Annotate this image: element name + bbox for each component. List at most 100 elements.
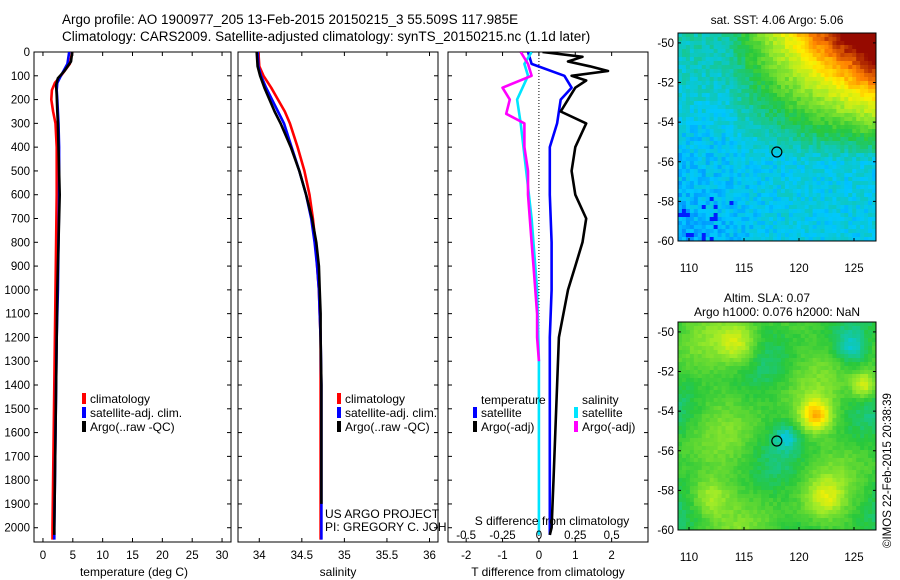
heatmap-cell bbox=[868, 177, 873, 182]
heatmap-cell bbox=[864, 101, 869, 106]
heatmap-cell bbox=[705, 462, 711, 467]
heatmap-cell bbox=[701, 69, 707, 74]
heatmap-cell bbox=[777, 77, 782, 82]
heatmap-cell bbox=[828, 177, 834, 182]
heatmap-cell bbox=[773, 157, 778, 162]
heatmap-cell bbox=[832, 77, 837, 82]
heatmap-cell bbox=[777, 141, 782, 146]
heatmap-cell bbox=[681, 374, 687, 379]
heatmap-cell bbox=[713, 454, 719, 459]
heatmap-cell bbox=[681, 474, 687, 479]
heatmap-cell bbox=[848, 101, 853, 106]
heatmap-cell bbox=[773, 326, 778, 331]
heatmap-cell bbox=[816, 161, 822, 166]
heatmap-cell bbox=[848, 478, 853, 483]
heatmap-cell bbox=[836, 85, 841, 90]
heatmap-cell bbox=[693, 402, 699, 407]
heatmap-cell bbox=[697, 446, 703, 451]
heatmap-cell bbox=[844, 330, 849, 335]
heatmap-cell bbox=[697, 398, 703, 403]
heatmap-cell bbox=[808, 374, 814, 379]
heatmap-cell bbox=[828, 109, 834, 114]
heatmap-cell bbox=[808, 209, 814, 214]
heatmap-cell bbox=[840, 410, 845, 415]
heatmap-cell bbox=[836, 149, 841, 154]
heatmap-cell bbox=[808, 181, 814, 186]
heatmap-cell bbox=[840, 113, 845, 118]
heatmap-cell bbox=[689, 478, 695, 483]
heatmap-cell bbox=[705, 390, 711, 395]
heatmap-cell bbox=[816, 414, 822, 419]
heatmap-cell bbox=[765, 77, 770, 82]
heatmap-cell bbox=[844, 338, 849, 343]
heatmap-cell bbox=[745, 418, 750, 423]
heatmap-cell bbox=[705, 374, 711, 379]
heatmap-cell bbox=[685, 53, 691, 58]
heatmap-cell bbox=[788, 334, 794, 339]
heatmap-cell bbox=[860, 205, 865, 210]
heatmap-cell bbox=[745, 109, 750, 114]
heatmap-cell bbox=[705, 458, 711, 463]
heatmap-cell bbox=[745, 334, 750, 339]
temperature-x-axis: 0 5 10 15 20 25 30 bbox=[40, 52, 229, 562]
heatmap-cell bbox=[753, 161, 758, 166]
heatmap-cell bbox=[856, 101, 861, 106]
heatmap-cell bbox=[824, 141, 830, 146]
heatmap-cell bbox=[761, 45, 766, 50]
heatmap-cell bbox=[681, 69, 687, 74]
heatmap-cell bbox=[872, 113, 876, 118]
heatmap-cell bbox=[792, 93, 798, 98]
heatmap-cell bbox=[832, 177, 837, 182]
heatmap-cell bbox=[836, 382, 841, 387]
heatmap-cell bbox=[773, 374, 778, 379]
heatmap-cell bbox=[741, 137, 746, 142]
heatmap-cell bbox=[725, 165, 731, 170]
heatmap-cell bbox=[856, 213, 861, 218]
heatmap-cell bbox=[729, 45, 735, 50]
heatmap-cell bbox=[701, 125, 707, 130]
heatmap-cell bbox=[721, 197, 727, 202]
heatmap-cell bbox=[840, 189, 845, 194]
heatmap-cell bbox=[788, 41, 794, 46]
heatmap-cell bbox=[729, 133, 735, 138]
heatmap-cell bbox=[836, 105, 841, 110]
heatmap-cell bbox=[852, 197, 857, 202]
heatmap-cell bbox=[784, 85, 790, 90]
s-difference-tick-labels: -0.5 -0.25 0 0.25 0.5 bbox=[456, 530, 619, 542]
heatmap-cell bbox=[721, 73, 727, 78]
heatmap-cell bbox=[757, 53, 762, 58]
heatmap-cell bbox=[832, 410, 837, 415]
heatmap-cell bbox=[773, 77, 778, 82]
heatmap-cell bbox=[737, 33, 742, 38]
heatmap-cell bbox=[800, 322, 806, 327]
heatmap-cell bbox=[868, 213, 873, 218]
heatmap-cell bbox=[757, 426, 762, 431]
heatmap-cell bbox=[820, 173, 826, 178]
heatmap-cell bbox=[769, 213, 774, 218]
heatmap-cell bbox=[828, 326, 834, 331]
heatmap-cell bbox=[836, 65, 841, 70]
heatmap-cell bbox=[678, 346, 683, 351]
heatmap-cell bbox=[840, 229, 845, 234]
heatmap-cell bbox=[717, 386, 723, 391]
heatmap-cell bbox=[757, 394, 762, 399]
heatmap-cell bbox=[769, 334, 774, 339]
heatmap-cell bbox=[828, 398, 834, 403]
x-tick-label: 30 bbox=[216, 550, 229, 562]
heatmap-cell bbox=[832, 33, 837, 38]
heatmap-cell bbox=[812, 422, 818, 427]
heatmap-cell bbox=[713, 482, 719, 487]
heatmap-cell bbox=[737, 426, 742, 431]
heatmap-cell bbox=[717, 181, 723, 186]
heatmap-cell bbox=[749, 161, 754, 166]
heatmap-cell bbox=[808, 145, 814, 150]
heatmap-cell bbox=[773, 418, 778, 423]
heatmap-cell bbox=[800, 390, 806, 395]
heatmap-cell bbox=[824, 434, 830, 439]
heatmap-cell bbox=[784, 173, 790, 178]
heatmap-cell bbox=[788, 374, 794, 379]
heatmap-cell bbox=[856, 326, 861, 331]
heatmap-cell bbox=[761, 105, 766, 110]
heatmap-cell bbox=[840, 378, 845, 383]
heatmap-cell bbox=[844, 454, 849, 459]
